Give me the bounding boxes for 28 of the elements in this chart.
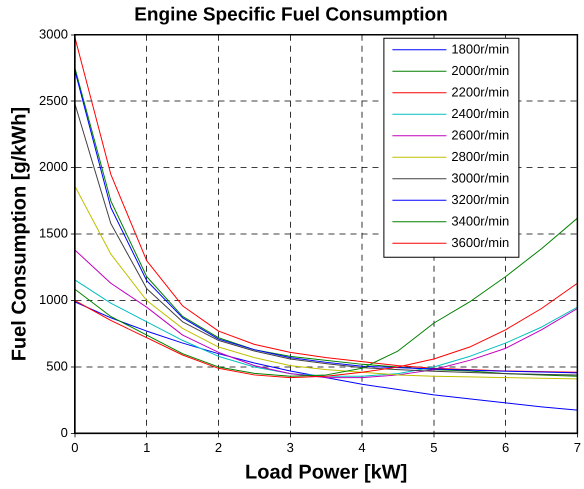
chart-title: Engine Specific Fuel Consumption [134,4,448,26]
y-tick-label: 0 [60,424,68,440]
x-tick-label: 1 [143,440,150,455]
legend-label: 2200r/min [451,84,510,100]
x-axis-title: Load Power [kW] [245,462,408,484]
x-tick-label: 6 [502,440,510,455]
legend-label: 2000r/min [451,62,510,78]
legend-label: 1800r/min [451,41,510,56]
legend-label: 3000r/min [451,170,510,186]
y-tick-label: 1000 [39,292,68,308]
y-tick-label: 2500 [39,92,68,108]
legend-label: 2800r/min [451,148,510,164]
x-tick-label: 7 [574,440,581,455]
y-axis-title: Fuel Consumption [g/kWh] [8,106,31,362]
legend-label: 3600r/min [451,234,510,250]
legend-label: 2600r/min [451,127,510,142]
y-tick-label: 2000 [39,159,68,174]
legend-label: 3200r/min [451,192,510,207]
x-tick-label: 0 [71,440,79,455]
y-tick-label: 1500 [39,226,68,241]
x-tick-label: 4 [358,440,366,455]
y-tick-label: 500 [46,358,68,374]
legend-label: 3400r/min [451,213,510,228]
x-tick-label: 3 [286,440,294,455]
x-tick-label: 2 [214,440,222,455]
legend-label: 2400r/min [451,106,510,121]
x-tick-label: 5 [430,440,438,455]
y-tick-label: 3000 [39,26,68,42]
